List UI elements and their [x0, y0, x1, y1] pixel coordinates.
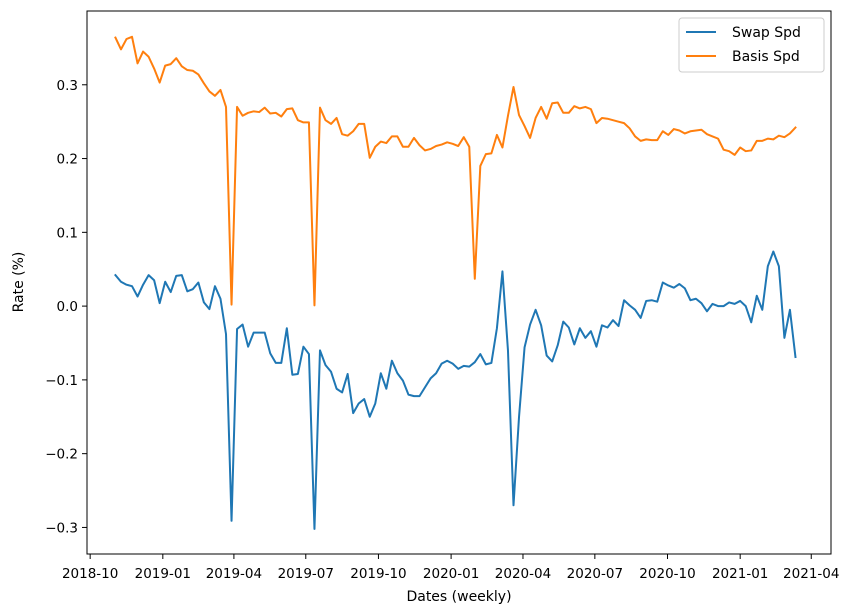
legend-label-swap: Swap Spd [732, 25, 801, 41]
legend-label-basis: Basis Spd [732, 49, 800, 65]
series-line-basis-spd [114, 35, 797, 307]
x-tick-label: 2020-07 [567, 566, 623, 582]
x-tick-label: 2021-04 [783, 566, 839, 582]
x-tick-label: 2020-10 [639, 566, 695, 582]
y-tick-label: 0.0 [57, 299, 78, 315]
y-tick-label: 0.2 [57, 152, 78, 168]
legend: Swap Spd Basis Spd [678, 17, 825, 73]
x-axis-label: Dates (weekly) [406, 589, 511, 605]
plot-area-frame [86, 10, 832, 555]
x-tick-label: 2019-01 [135, 566, 191, 582]
series-line-swap-spd [114, 250, 797, 530]
x-tick-label: 2021-01 [712, 566, 768, 582]
y-axis-label: Rate (%) [11, 252, 27, 313]
x-tick-label: 2018-10 [62, 566, 118, 582]
y-tick-label: −0.2 [45, 447, 78, 463]
x-tick-label: 2019-10 [350, 566, 406, 582]
y-axis-ticks: −0.3 −0.2 −0.1 0.0 0.1 0.2 0.3 [45, 78, 87, 536]
x-axis-ticks: 2018-10 2019-01 2019-04 2019-07 2019-10 2020-… [62, 554, 839, 582]
y-tick-label: −0.3 [45, 520, 78, 536]
y-tick-label: 0.3 [57, 78, 78, 94]
x-tick-label: 2019-04 [206, 566, 262, 582]
y-tick-label: 0.1 [57, 225, 78, 241]
chart-series [114, 35, 797, 530]
x-tick-label: 2019-07 [278, 566, 334, 582]
x-tick-label: 2020-04 [495, 566, 551, 582]
x-tick-label: 2020-01 [423, 566, 479, 582]
y-tick-label: −0.1 [45, 373, 78, 389]
